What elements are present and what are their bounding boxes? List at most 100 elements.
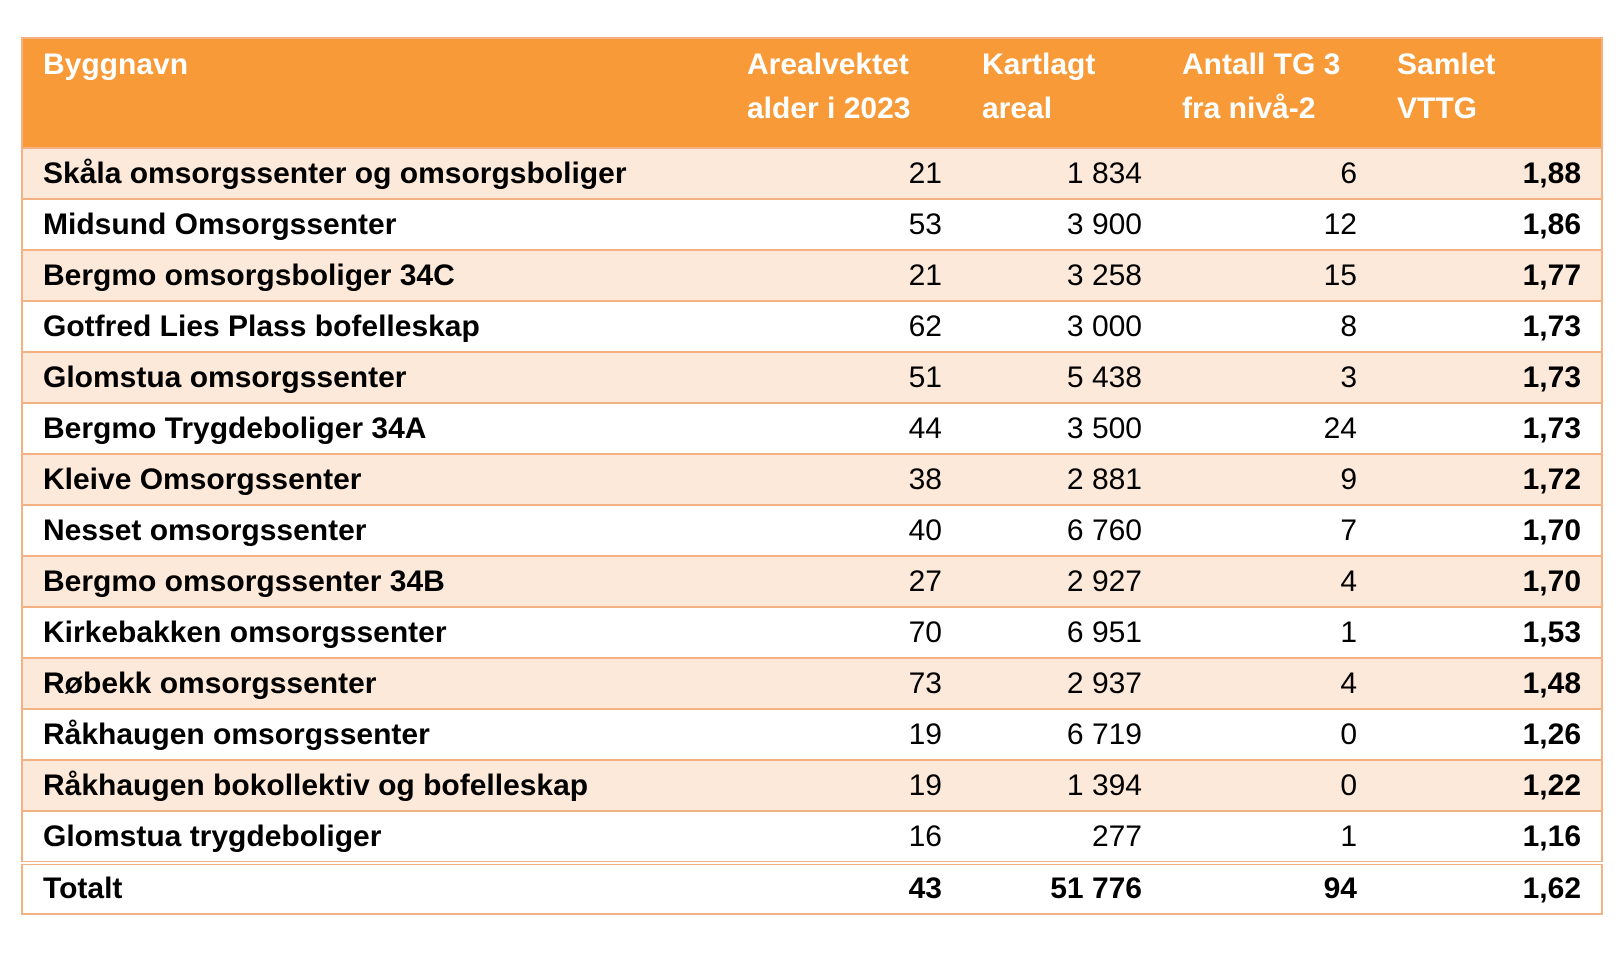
header-samlet-line1: Samlet VTTG <box>1397 48 1496 125</box>
cell-kartlagt-areal: 3 258 <box>962 249 1162 301</box>
header-kartlagt-line2: areal <box>982 92 1053 125</box>
cell-byggnavn: Glomstua omsorgssenter <box>22 351 727 403</box>
table-row: Råkhaugen omsorgssenter 19 6 719 0 1,26 <box>22 708 1602 760</box>
cell-samlet-vttg: 1,88 <box>1377 147 1602 199</box>
cell-antall-tg3: 0 <box>1162 759 1377 811</box>
cell-antall-tg3: 15 <box>1162 249 1377 301</box>
table-row: Bergmo omsorgssenter 34B 27 2 927 4 1,70 <box>22 555 1602 607</box>
cell-antall-tg3: 8 <box>1162 300 1377 352</box>
cell-samlet-vttg: 1,70 <box>1377 555 1602 607</box>
header-byggnavn-line1: Byggnavn <box>43 48 189 81</box>
cell-arealvektet-alder: 62 <box>727 300 962 352</box>
cell-byggnavn: Kleive Omsorgssenter <box>22 453 727 505</box>
table-row: Kirkebakken omsorgssenter 70 6 951 1 1,53 <box>22 606 1602 658</box>
cell-samlet-vttg: 1,73 <box>1377 300 1602 352</box>
cell-antall-tg3: 12 <box>1162 198 1377 250</box>
total-row: Totalt 43 51 776 94 1,62 <box>22 861 1602 914</box>
cell-byggnavn: Gotfred Lies Plass bofelleskap <box>22 300 727 352</box>
cell-antall-tg3: 9 <box>1162 453 1377 505</box>
total-label: Totalt <box>22 861 727 914</box>
cell-byggnavn: Røbekk omsorgssenter <box>22 657 727 709</box>
cell-samlet-vttg: 1,53 <box>1377 606 1602 658</box>
building-table: Byggnavn Arealvektet alder i 2023 Kartla… <box>21 37 1603 915</box>
cell-kartlagt-areal: 2 881 <box>962 453 1162 505</box>
cell-kartlagt-areal: 3 000 <box>962 300 1162 352</box>
cell-kartlagt-areal: 6 760 <box>962 504 1162 556</box>
cell-arealvektet-alder: 53 <box>727 198 962 250</box>
header-arealvektet-line2: alder i 2023 <box>747 92 911 125</box>
cell-arealvektet-alder: 44 <box>727 402 962 454</box>
cell-arealvektet-alder: 21 <box>727 249 962 301</box>
header-antall-line1: Antall TG 3 <box>1182 48 1341 81</box>
cell-samlet-vttg: 1,26 <box>1377 708 1602 760</box>
cell-antall-tg3: 1 <box>1162 606 1377 658</box>
cell-byggnavn: Nesset omsorgssenter <box>22 504 727 556</box>
header-antall-line2: fra nivå-2 <box>1182 92 1316 125</box>
cell-kartlagt-areal: 1 394 <box>962 759 1162 811</box>
table-row: Glomstua trygdeboliger 16 277 1 1,16 <box>22 810 1602 863</box>
table-container: Byggnavn Arealvektet alder i 2023 Kartla… <box>21 37 1603 915</box>
cell-byggnavn: Glomstua trygdeboliger <box>22 810 727 863</box>
header-row: Byggnavn Arealvektet alder i 2023 Kartla… <box>22 38 1602 148</box>
cell-antall-tg3: 6 <box>1162 147 1377 199</box>
cell-kartlagt-areal: 6 951 <box>962 606 1162 658</box>
cell-kartlagt-areal: 1 834 <box>962 147 1162 199</box>
cell-antall-tg3: 7 <box>1162 504 1377 556</box>
table-row: Bergmo Trygdeboliger 34A 44 3 500 24 1,73 <box>22 402 1602 454</box>
cell-arealvektet-alder: 19 <box>727 759 962 811</box>
cell-kartlagt-areal: 5 438 <box>962 351 1162 403</box>
table-row: Kleive Omsorgssenter 38 2 881 9 1,72 <box>22 453 1602 505</box>
cell-antall-tg3: 24 <box>1162 402 1377 454</box>
table-row: Gotfred Lies Plass bofelleskap 62 3 000 8 1,… <box>22 300 1602 352</box>
header-kartlagt-areal: Kartlagt areal <box>962 38 1162 148</box>
table-row: Røbekk omsorgssenter 73 2 937 4 1,48 <box>22 657 1602 709</box>
cell-antall-tg3: 3 <box>1162 351 1377 403</box>
cell-arealvektet-alder: 16 <box>727 810 962 863</box>
table-row: Glomstua omsorgssenter 51 5 438 3 1,73 <box>22 351 1602 403</box>
cell-kartlagt-areal: 2 937 <box>962 657 1162 709</box>
cell-byggnavn: Bergmo Trygdeboliger 34A <box>22 402 727 454</box>
table-row: Nesset omsorgssenter 40 6 760 7 1,70 <box>22 504 1602 556</box>
cell-arealvektet-alder: 70 <box>727 606 962 658</box>
cell-samlet-vttg: 1,70 <box>1377 504 1602 556</box>
cell-kartlagt-areal: 3 500 <box>962 402 1162 454</box>
cell-antall-tg3: 4 <box>1162 657 1377 709</box>
cell-byggnavn: Bergmo omsorgssenter 34B <box>22 555 727 607</box>
cell-byggnavn: Midsund Omsorgssenter <box>22 198 727 250</box>
cell-samlet-vttg: 1,73 <box>1377 402 1602 454</box>
cell-arealvektet-alder: 51 <box>727 351 962 403</box>
table-row: Midsund Omsorgssenter 53 3 900 12 1,86 <box>22 198 1602 250</box>
cell-samlet-vttg: 1,73 <box>1377 351 1602 403</box>
header-antall-tg3: Antall TG 3 fra nivå-2 <box>1162 38 1377 148</box>
cell-kartlagt-areal: 6 719 <box>962 708 1162 760</box>
cell-samlet-vttg: 1,86 <box>1377 198 1602 250</box>
cell-antall-tg3: 1 <box>1162 810 1377 863</box>
table-row: Bergmo omsorgsboliger 34C 21 3 258 15 1,77 <box>22 249 1602 301</box>
table-row: Skåla omsorgssenter og omsorgsboliger 21 1… <box>22 147 1602 199</box>
cell-kartlagt-areal: 3 900 <box>962 198 1162 250</box>
cell-arealvektet-alder: 38 <box>727 453 962 505</box>
total-kartlagt-areal: 51 776 <box>962 861 1162 914</box>
cell-antall-tg3: 0 <box>1162 708 1377 760</box>
cell-kartlagt-areal: 2 927 <box>962 555 1162 607</box>
cell-byggnavn: Råkhaugen bokollektiv og bofelleskap <box>22 759 727 811</box>
header-arealvektet-line1: Arealvektet <box>747 48 909 81</box>
header-arealvektet-alder: Arealvektet alder i 2023 <box>727 38 962 148</box>
header-byggnavn: Byggnavn <box>22 38 727 148</box>
table-body: Skåla omsorgssenter og omsorgsboliger 21 1… <box>22 147 1602 863</box>
cell-byggnavn: Råkhaugen omsorgssenter <box>22 708 727 760</box>
cell-arealvektet-alder: 73 <box>727 657 962 709</box>
cell-antall-tg3: 4 <box>1162 555 1377 607</box>
cell-samlet-vttg: 1,72 <box>1377 453 1602 505</box>
cell-byggnavn: Bergmo omsorgsboliger 34C <box>22 249 727 301</box>
cell-samlet-vttg: 1,16 <box>1377 810 1602 863</box>
cell-kartlagt-areal: 277 <box>962 810 1162 863</box>
cell-arealvektet-alder: 40 <box>727 504 962 556</box>
header-kartlagt-line1: Kartlagt <box>982 48 1096 81</box>
table-row: Råkhaugen bokollektiv og bofelleskap 19 1 … <box>22 759 1602 811</box>
total-arealvektet-alder: 43 <box>727 861 962 914</box>
cell-samlet-vttg: 1,22 <box>1377 759 1602 811</box>
cell-byggnavn: Kirkebakken omsorgssenter <box>22 606 727 658</box>
total-antall-tg3: 94 <box>1162 861 1377 914</box>
